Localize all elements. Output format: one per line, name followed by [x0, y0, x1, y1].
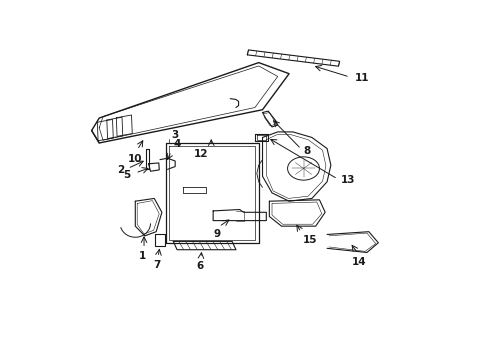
Text: 4: 4: [173, 139, 181, 149]
Text: 9: 9: [213, 229, 220, 239]
Text: 1: 1: [139, 251, 147, 261]
Text: 5: 5: [123, 170, 131, 180]
Text: 2: 2: [117, 165, 124, 175]
Text: 11: 11: [355, 73, 369, 83]
Text: 15: 15: [302, 235, 317, 245]
Text: 10: 10: [128, 154, 143, 164]
Text: 12: 12: [194, 149, 209, 158]
Text: 13: 13: [341, 175, 355, 185]
Text: 3: 3: [172, 130, 179, 140]
Text: 8: 8: [303, 146, 311, 156]
Text: 6: 6: [196, 261, 204, 271]
Text: 7: 7: [154, 260, 161, 270]
Text: 14: 14: [352, 257, 367, 267]
